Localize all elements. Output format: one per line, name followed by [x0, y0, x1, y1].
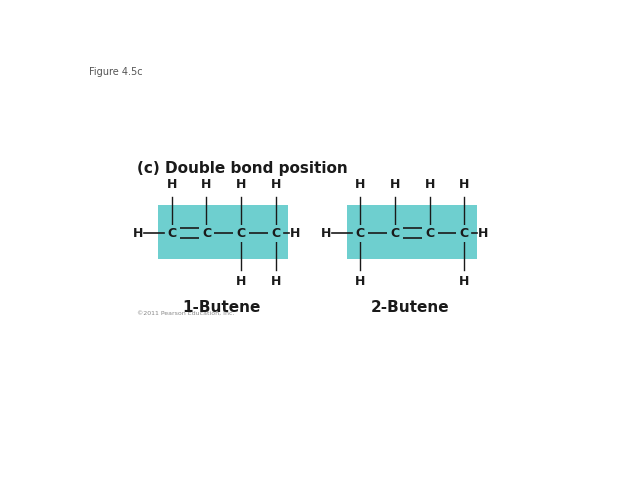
- Text: H: H: [202, 179, 212, 192]
- Text: C: C: [202, 227, 211, 240]
- Text: H: H: [236, 179, 246, 192]
- Text: C: C: [460, 227, 469, 240]
- Text: H: H: [236, 275, 246, 288]
- Text: H: H: [424, 179, 435, 192]
- Bar: [158, 205, 288, 259]
- Text: H: H: [478, 227, 489, 240]
- Text: (c) Double bond position: (c) Double bond position: [137, 161, 348, 176]
- Text: H: H: [271, 179, 281, 192]
- Text: H: H: [166, 179, 177, 192]
- Text: C: C: [237, 227, 246, 240]
- Text: H: H: [460, 275, 470, 288]
- Text: H: H: [460, 179, 470, 192]
- Text: Figure 4.5c: Figure 4.5c: [89, 67, 143, 77]
- Text: H: H: [390, 179, 400, 192]
- Text: ©2011 Pearson Education, Inc.: ©2011 Pearson Education, Inc.: [137, 311, 234, 316]
- Text: H: H: [290, 227, 300, 240]
- Text: H: H: [321, 227, 332, 240]
- Text: C: C: [271, 227, 280, 240]
- Text: C: C: [356, 227, 365, 240]
- Bar: [347, 205, 477, 259]
- Text: 2-Butene: 2-Butene: [371, 300, 449, 315]
- Text: H: H: [132, 227, 143, 240]
- Text: C: C: [390, 227, 399, 240]
- Text: C: C: [167, 227, 177, 240]
- Text: 1-Butene: 1-Butene: [182, 300, 260, 315]
- Text: H: H: [355, 179, 365, 192]
- Text: H: H: [271, 275, 281, 288]
- Text: H: H: [355, 275, 365, 288]
- Text: C: C: [425, 227, 435, 240]
